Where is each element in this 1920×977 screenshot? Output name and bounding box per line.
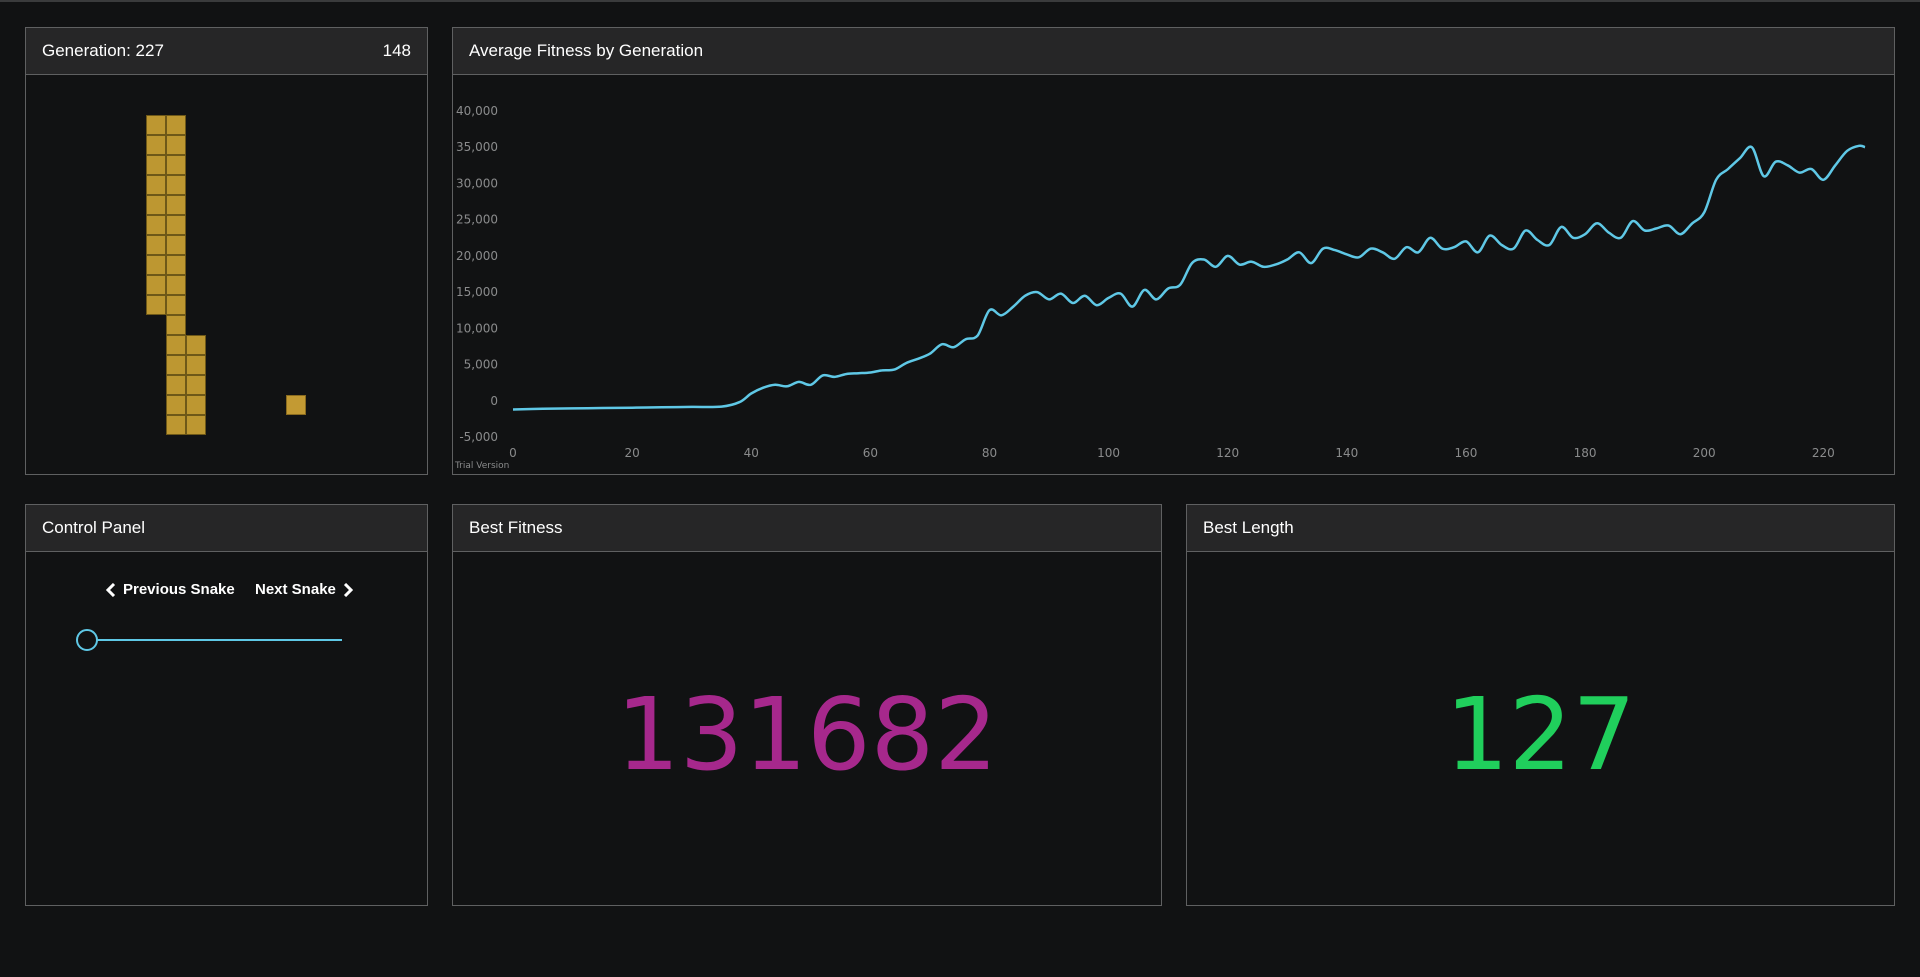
snake-segment bbox=[186, 355, 206, 375]
fitness-line bbox=[512, 144, 1866, 411]
game-panel-header: Generation: 227 148 bbox=[26, 28, 427, 75]
snake-segment bbox=[146, 195, 166, 215]
snake-segment bbox=[166, 215, 186, 235]
y-tick-label: 35,000 bbox=[456, 140, 498, 154]
snake-segment bbox=[166, 155, 186, 175]
control-panel-header: Control Panel bbox=[26, 505, 427, 552]
snake-segment bbox=[166, 235, 186, 255]
control-panel-title: Control Panel bbox=[42, 518, 146, 537]
snake-segment bbox=[166, 195, 186, 215]
game-board bbox=[26, 75, 427, 474]
snake-segment bbox=[166, 335, 186, 355]
snake-slider-thumb[interactable] bbox=[76, 629, 98, 651]
x-tick-label: 160 bbox=[1455, 446, 1478, 460]
chart-title: Average Fitness by Generation bbox=[469, 41, 704, 60]
y-tick-label: 15,000 bbox=[456, 285, 498, 299]
snake-segment bbox=[146, 135, 166, 155]
snake-segment bbox=[166, 255, 186, 275]
control-panel-body: Previous Snake Next Snake bbox=[26, 552, 427, 905]
trial-watermark: Trial Version bbox=[454, 461, 509, 471]
snake-segment bbox=[186, 395, 206, 415]
x-tick-label: 80 bbox=[982, 446, 997, 460]
chevron-left-icon bbox=[106, 582, 116, 597]
x-tick-label: 220 bbox=[1812, 446, 1835, 460]
snake-segment bbox=[166, 295, 186, 315]
best-length-header: Best Length bbox=[1187, 505, 1894, 552]
snake-segment bbox=[146, 175, 166, 195]
game-panel: Generation: 227 148 bbox=[25, 27, 428, 475]
chart-body: -5,000 0 5,000 10,000 15,000 20,000 25,000 30,0… bbox=[453, 75, 1894, 474]
y-tick-label: 40,000 bbox=[456, 104, 498, 118]
snake-segment bbox=[166, 175, 186, 195]
best-length-body: 127 bbox=[1187, 552, 1894, 905]
control-panel: Control Panel Previous Snake Next Snake bbox=[25, 504, 428, 906]
x-tick-label: 0 bbox=[509, 446, 517, 460]
food-pellet bbox=[286, 395, 306, 415]
previous-snake-button[interactable]: Previous Snake bbox=[106, 581, 235, 598]
snake-segment bbox=[146, 275, 166, 295]
x-tick-label: 140 bbox=[1335, 446, 1358, 460]
snake-segment bbox=[166, 135, 186, 155]
snake-segment bbox=[146, 155, 166, 175]
snake-segment bbox=[146, 215, 166, 235]
next-snake-button[interactable]: Next Snake bbox=[255, 581, 353, 598]
y-tick-label: 30,000 bbox=[456, 176, 498, 190]
snake-segment bbox=[166, 375, 186, 395]
best-fitness-header: Best Fitness bbox=[453, 505, 1161, 552]
y-tick-label: 5,000 bbox=[464, 358, 498, 372]
x-axis-labels: 0 20 40 60 80 100 120 140 160 180 200 220 bbox=[509, 446, 1835, 460]
previous-snake-label: Previous Snake bbox=[123, 581, 235, 598]
snake-segment bbox=[166, 395, 186, 415]
x-tick-label: 180 bbox=[1574, 446, 1597, 460]
x-tick-label: 120 bbox=[1216, 446, 1239, 460]
x-tick-label: 20 bbox=[624, 446, 639, 460]
best-length-title: Best Length bbox=[1203, 518, 1294, 537]
snake-segment bbox=[166, 315, 186, 335]
fitness-line-chart: -5,000 0 5,000 10,000 15,000 20,000 25,000 30,0… bbox=[454, 104, 1866, 471]
x-tick-label: 60 bbox=[863, 446, 878, 460]
snake-segment bbox=[186, 415, 206, 435]
best-fitness-value: 131682 bbox=[616, 676, 998, 793]
y-tick-label: 0 bbox=[490, 394, 498, 408]
snake-segment bbox=[186, 335, 206, 355]
snake-segment bbox=[166, 275, 186, 295]
y-tick-label: 25,000 bbox=[456, 213, 498, 227]
y-tick-label: 10,000 bbox=[456, 321, 498, 335]
snake-segment bbox=[146, 255, 166, 275]
x-tick-label: 100 bbox=[1097, 446, 1120, 460]
snake-segment bbox=[166, 415, 186, 435]
y-axis-labels: -5,000 0 5,000 10,000 15,000 20,000 25,000 30,0… bbox=[456, 104, 498, 444]
snake-segment bbox=[166, 115, 186, 135]
snake-segment bbox=[186, 375, 206, 395]
chart-panel-header: Average Fitness by Generation bbox=[453, 28, 1894, 75]
best-length-panel: Best Length 127 bbox=[1186, 504, 1895, 906]
best-fitness-body: 131682 bbox=[453, 552, 1161, 905]
generation-label: Generation: 227 bbox=[42, 41, 164, 60]
fitness-chart-panel: Average Fitness by Generation -5,000 0 5,0… bbox=[452, 27, 1895, 475]
snake-segment bbox=[166, 355, 186, 375]
snake-segment bbox=[146, 295, 166, 315]
chevron-right-icon bbox=[343, 582, 353, 597]
best-fitness-panel: Best Fitness 131682 bbox=[452, 504, 1162, 906]
top-border bbox=[0, 0, 1920, 2]
y-tick-label: -5,000 bbox=[459, 430, 498, 444]
y-tick-label: 20,000 bbox=[456, 249, 498, 263]
next-snake-label: Next Snake bbox=[255, 581, 336, 598]
snake-segment bbox=[146, 235, 166, 255]
best-fitness-title: Best Fitness bbox=[469, 518, 563, 537]
score-value: 148 bbox=[382, 41, 411, 60]
x-tick-label: 200 bbox=[1693, 446, 1716, 460]
snake-slider-track[interactable] bbox=[87, 639, 342, 641]
x-tick-label: 40 bbox=[744, 446, 759, 460]
snake-segment bbox=[146, 115, 166, 135]
best-length-value: 127 bbox=[1445, 676, 1636, 793]
